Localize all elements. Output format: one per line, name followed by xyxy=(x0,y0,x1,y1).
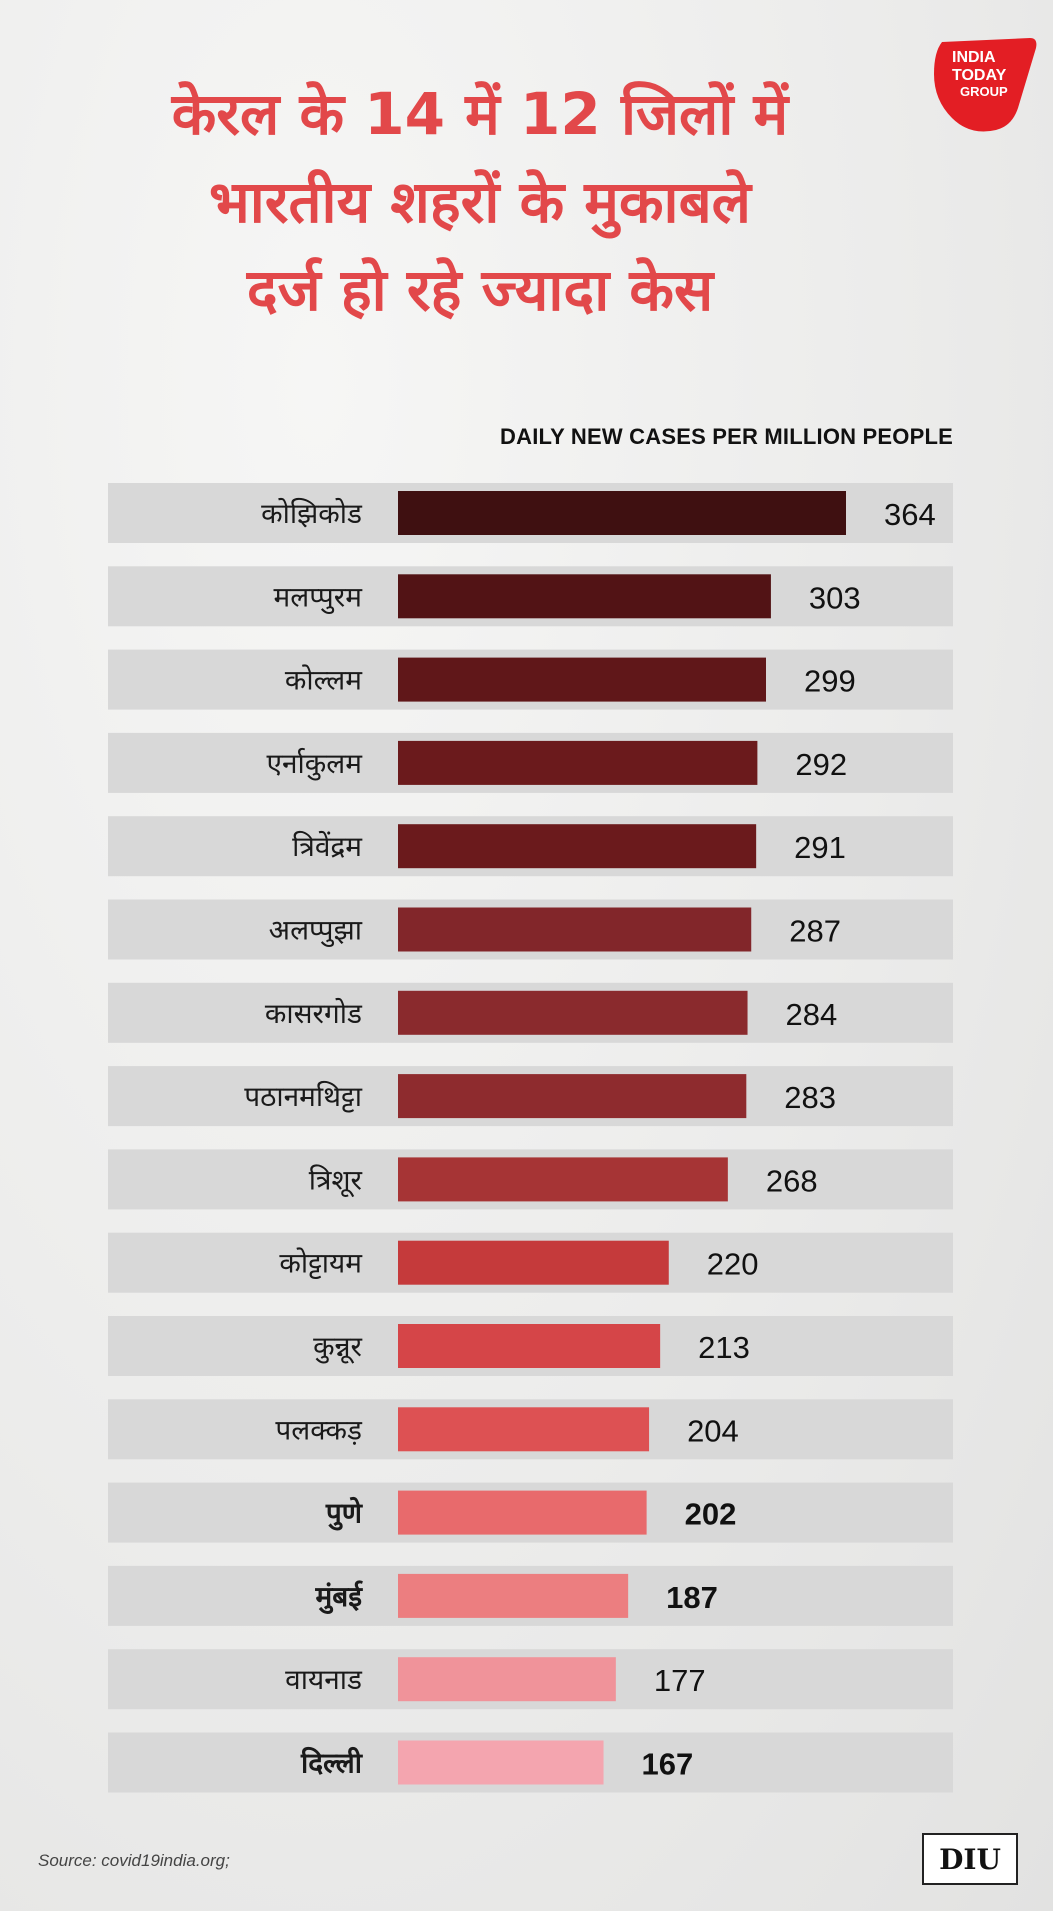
category-label: मुंबई xyxy=(315,1580,364,1614)
category-label: एर्नाकुलम xyxy=(266,747,363,781)
value-label: 364 xyxy=(884,497,936,532)
bar-row: पठानमथिट्टा 283 xyxy=(108,1066,953,1127)
value-label: 299 xyxy=(804,664,856,699)
value-label: 204 xyxy=(687,1413,739,1448)
category-label: कुन्नूर xyxy=(313,1330,362,1364)
bar-row: अलप्पुझा 287 xyxy=(108,899,953,960)
logo-text-india: INDIA xyxy=(952,49,996,66)
value-label: 177 xyxy=(654,1663,706,1698)
bar-row: कुन्नूर 213 xyxy=(108,1316,953,1376)
category-label: पठानमथिट्टा xyxy=(244,1080,363,1113)
bar-row: पुणे 202 xyxy=(108,1482,953,1543)
category-label: वायनाड xyxy=(285,1663,363,1696)
bar-row: मुंबई 187 xyxy=(108,1565,953,1626)
diu-logo-frame xyxy=(922,1833,1018,1885)
bar xyxy=(398,574,771,619)
bar-row: वायनाड 177 xyxy=(108,1649,953,1710)
value-label: 283 xyxy=(784,1080,836,1115)
value-label: 202 xyxy=(685,1497,737,1532)
value-label: 220 xyxy=(707,1247,759,1282)
bar xyxy=(398,1573,629,1618)
value-label: 187 xyxy=(666,1580,718,1615)
bar-row: त्रिशूर 268 xyxy=(108,1149,953,1210)
value-label: 291 xyxy=(794,830,846,865)
bar xyxy=(398,1740,604,1785)
bar-row: दिल्ली 167 xyxy=(108,1732,953,1793)
category-label: त्रिशूर xyxy=(309,1163,363,1197)
category-label: कासरगोड xyxy=(265,997,363,1030)
value-label: 284 xyxy=(786,997,838,1032)
category-label: कोल्लम xyxy=(285,664,363,697)
bar xyxy=(398,657,766,702)
bar xyxy=(398,1157,728,1202)
bar xyxy=(398,1657,616,1702)
bar-row: एर्नाकुलम 292 xyxy=(108,732,953,793)
bar xyxy=(398,1324,661,1368)
logo-text-today: TODAY xyxy=(952,67,1007,84)
category-label: कोट्टायम xyxy=(279,1247,363,1280)
bar xyxy=(398,491,846,535)
category-label: पलक्कड़ xyxy=(275,1413,363,1446)
category-label: दिल्ली xyxy=(300,1747,364,1780)
value-label: 213 xyxy=(698,1330,750,1365)
bar-row: पलक्कड़ 204 xyxy=(108,1399,953,1460)
bar xyxy=(398,1490,647,1535)
bar-row: मलप्पुरम 303 xyxy=(108,566,953,627)
bar xyxy=(398,740,758,785)
india-today-group-logo: INDIA TODAY GROUP xyxy=(934,38,1037,132)
value-label: 268 xyxy=(766,1163,818,1198)
value-label: 287 xyxy=(789,914,841,949)
diu-logo: DIU xyxy=(922,1833,1018,1885)
bar-row: त्रिवेंद्रम 291 xyxy=(108,816,953,877)
category-label: मलप्पुरम xyxy=(274,580,364,614)
value-label: 167 xyxy=(642,1747,694,1782)
value-label: 292 xyxy=(795,747,847,782)
category-label: पुणे xyxy=(325,1497,364,1531)
bar xyxy=(398,1407,650,1452)
chart-title: DAILY NEW CASES PER MILLION PEOPLE xyxy=(500,424,953,449)
category-label: त्रिवेंद्रम xyxy=(292,830,363,863)
category-label: कोझिकोड xyxy=(261,497,363,530)
title-line-1: केरल के 14 में 12 जिलों में xyxy=(171,80,789,148)
value-label: 303 xyxy=(809,580,861,615)
bar xyxy=(398,990,748,1035)
page-title: केरल के 14 में 12 जिलों में भारतीय शहरों… xyxy=(40,70,920,334)
logo-shape xyxy=(934,38,1037,132)
bar-row: कोल्लम 299 xyxy=(108,649,953,710)
bar xyxy=(398,1074,747,1119)
bar-row: कोट्टायम 220 xyxy=(108,1232,953,1293)
source-note: Source: covid19india.org; xyxy=(38,1851,230,1870)
bar-row: कोझिकोड 364 xyxy=(108,483,953,543)
diu-logo-text: DIU xyxy=(939,1843,1001,1876)
category-label: अलप्पुझा xyxy=(269,914,363,948)
bar-row: कासरगोड 284 xyxy=(108,982,953,1043)
logo-text-group: GROUP xyxy=(960,84,1008,99)
bar xyxy=(398,824,757,869)
bar xyxy=(398,1240,669,1285)
title-line-3: दर्ज हो रहे ज्यादा केस xyxy=(246,256,714,324)
bar xyxy=(398,907,752,952)
title-line-2: भारतीय शहरों के मुकाबले xyxy=(208,168,752,236)
